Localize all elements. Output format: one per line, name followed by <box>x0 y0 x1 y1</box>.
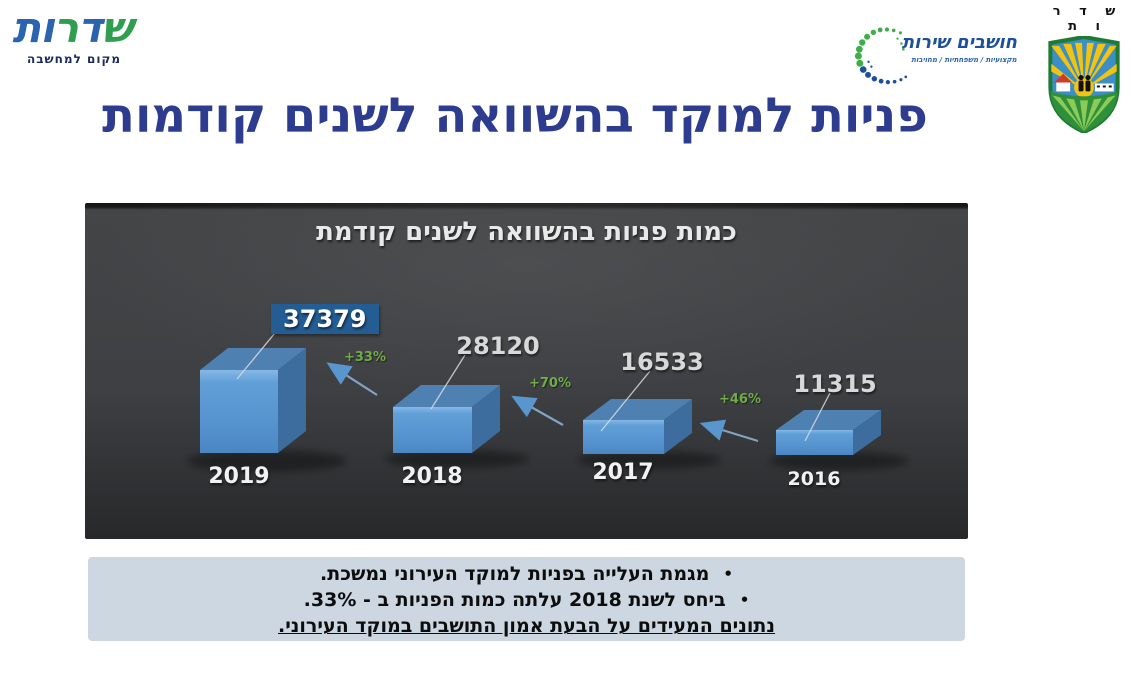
bar-2018-cube <box>393 385 500 453</box>
note-line-3: נתונים המעידים על הבעת אמון התושבים במוק… <box>88 613 965 639</box>
service-logo-subtitle: מקצועיות / משפחתיות / מחויבות <box>911 56 1017 64</box>
city-emblem: ש ד ר ו ת <box>1044 4 1124 137</box>
brand-logo: שדרות מקום למחשבה <box>12 3 133 67</box>
growth-label-33: +33% <box>343 350 386 365</box>
chart-graphic <box>187 332 909 472</box>
note-line-1: • מגמת העלייה בפניות למוקד העירוני נמשכת. <box>88 561 965 587</box>
city-emblem-name: ש ד ר ו ת <box>1052 4 1123 34</box>
growth-label-70: +70% <box>528 376 571 391</box>
bar-2019-cube <box>200 348 306 453</box>
callout-lines <box>236 332 831 442</box>
bar-2016-cube <box>776 410 881 455</box>
note-text-3: נתונים המעידים על הבעת אמון התושבים במוק… <box>277 615 775 637</box>
note-text-1: מגמת העלייה בפניות למוקד העירוני נמשכת. <box>320 563 710 585</box>
year-label-2018: 2018 <box>401 464 463 489</box>
brand-logo-wordmark: שדרות <box>12 3 133 52</box>
chart-title: כמות פניות בהשוואה לשנים קודמת <box>316 217 737 247</box>
notes-box: • מגמת העלייה בפניות למוקד העירוני נמשכת.… <box>88 557 965 641</box>
value-label-2019: 37379 <box>271 304 379 334</box>
chart-panel: כמות פניות בהשוואה לשנים קודמת <box>85 203 968 539</box>
bullet-icon: • <box>739 591 750 609</box>
year-label-2017: 2017 <box>592 460 654 485</box>
year-label-2016: 2016 <box>787 468 841 490</box>
note-text-2: ביחס לשנת 2018 עלתה כמות הפניות ב - 33%. <box>303 589 726 611</box>
bar-shadows <box>187 450 909 472</box>
growth-arrows <box>326 362 759 443</box>
brand-tagline: מקום למחשבה <box>26 52 122 67</box>
year-label-2019: 2019 <box>208 464 270 489</box>
value-label-2017: 16533 <box>620 348 704 376</box>
service-logo-title: חושבים שירות <box>901 32 1017 53</box>
dots-swirl-icon <box>855 27 908 85</box>
city-emblem-shield-icon <box>1048 34 1120 135</box>
bullet-icon: • <box>723 565 733 583</box>
note-line-2: • ביחס לשנת 2018 עלתה כמות הפניות ב - 33%… <box>88 587 965 613</box>
service-logo: חושבים שירות מקצועיות / משפחתיות / מחויב… <box>855 24 1017 94</box>
bar-2017-cube <box>583 399 692 454</box>
value-label-2018: 28120 <box>456 332 540 360</box>
page-title: פניות למוקד בהשוואה לשנים קודמות <box>102 88 928 144</box>
value-label-2016: 11315 <box>793 370 877 398</box>
growth-label-46: +46% <box>718 392 761 407</box>
